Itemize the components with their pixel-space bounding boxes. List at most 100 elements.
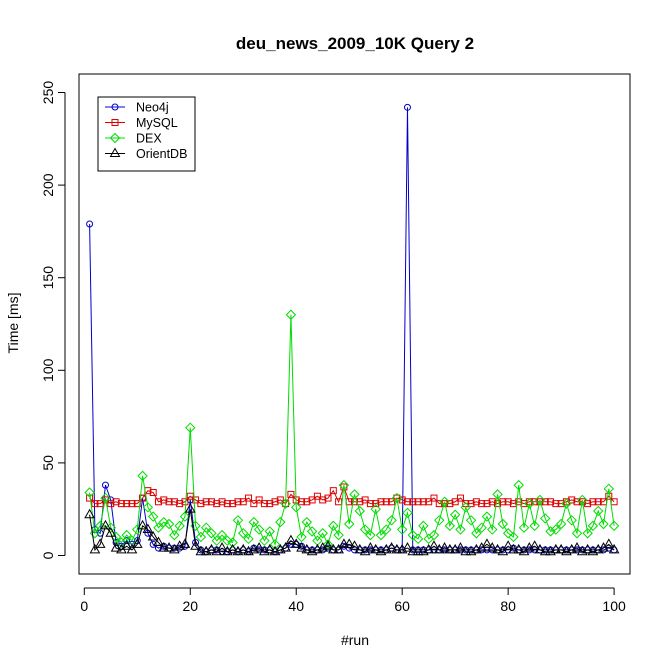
data-point-orientdb	[237, 543, 249, 554]
data-point-orientdb	[460, 545, 472, 556]
data-point-mysql	[91, 500, 99, 508]
chart-title: deu_news_2009_10K Query 2	[236, 34, 474, 53]
data-point-dex	[169, 529, 180, 541]
data-point-orientdb	[301, 543, 313, 554]
data-point-orientdb	[386, 542, 397, 552]
data-point-dex	[301, 516, 313, 528]
data-point-orientdb	[439, 542, 450, 552]
data-point-dex	[603, 483, 615, 495]
data-point-dex	[434, 515, 445, 526]
data-point-mysql	[467, 500, 475, 508]
data-point-orientdb	[190, 540, 201, 550]
data-point-mysql	[478, 500, 486, 508]
data-point-orientdb	[100, 519, 111, 530]
data-point-orientdb	[502, 540, 514, 550]
data-point-mysql	[255, 496, 263, 504]
data-point-orientdb	[216, 542, 228, 552]
data-point-mysql	[250, 500, 258, 508]
x-tick-label: 0	[80, 598, 88, 614]
y-axis: 0 50 100 150 200 250	[40, 81, 66, 559]
data-point-dex	[285, 309, 297, 320]
data-point-mysql	[488, 498, 496, 506]
data-point-dex	[163, 518, 175, 530]
data-point-neo4j	[112, 539, 120, 547]
data-point-orientdb	[131, 538, 143, 548]
data-point-mysql	[388, 498, 396, 506]
y-tick-label: 100	[40, 358, 56, 382]
data-point-dex	[158, 516, 169, 528]
data-point-orientdb	[290, 538, 302, 548]
data-point-dex	[291, 502, 302, 513]
data-point-mysql	[287, 490, 295, 498]
data-point-orientdb	[89, 543, 101, 554]
data-point-dex	[195, 531, 207, 543]
data-point-mysql	[303, 498, 311, 506]
data-point-dex	[174, 520, 185, 532]
data-point-dex	[529, 520, 540, 532]
data-point-mysql	[202, 498, 210, 506]
data-point-orientdb	[481, 538, 493, 548]
data-point-orientdb	[333, 543, 344, 554]
data-point-mysql	[366, 500, 374, 508]
data-point-dex	[243, 533, 254, 545]
data-point-mysql	[266, 500, 274, 508]
data-point-orientdb	[94, 538, 106, 548]
data-point-mysql	[207, 498, 215, 506]
data-point-mysql	[149, 489, 157, 497]
data-point-dex	[253, 524, 265, 535]
data-point-mysql	[128, 500, 136, 508]
data-point-dex	[116, 537, 127, 548]
data-point-dex	[534, 494, 546, 506]
x-tick-label: 60	[394, 598, 410, 614]
series-mysql	[86, 483, 618, 508]
data-point-mysql	[403, 498, 411, 506]
data-point-orientdb	[322, 540, 334, 550]
data-point-mysql	[223, 500, 231, 508]
x-tick-label: 100	[602, 598, 626, 614]
data-point-orientdb	[153, 536, 164, 547]
data-point-orientdb	[158, 542, 170, 552]
data-point-dex	[248, 516, 260, 528]
data-point-orientdb	[349, 540, 360, 550]
data-point-mysql	[245, 494, 253, 502]
data-point-mysql	[181, 498, 189, 506]
data-point-dex	[412, 533, 424, 545]
data-point-mysql	[584, 500, 592, 508]
data-point-dex	[153, 522, 164, 533]
data-point-orientdb	[603, 538, 615, 548]
data-point-dex	[375, 529, 387, 541]
legend-label-orientdb: OrientDB	[136, 147, 187, 161]
data-point-neo4j	[149, 540, 157, 548]
data-point-orientdb	[370, 543, 382, 554]
data-point-dex	[137, 470, 148, 482]
data-point-mysql	[324, 494, 332, 502]
data-point-dex	[571, 528, 583, 539]
data-point-orientdb	[163, 542, 175, 552]
data-point-dex	[222, 535, 233, 546]
data-point-mysql	[308, 496, 316, 504]
data-point-dex	[328, 520, 339, 532]
data-point-orientdb	[534, 543, 546, 554]
data-point-orientdb	[105, 527, 117, 537]
data-point-dex	[566, 515, 577, 526]
data-point-dex	[227, 537, 238, 548]
data-point-neo4j	[86, 220, 94, 228]
data-point-dex	[555, 518, 567, 530]
data-point-mysql	[170, 498, 178, 506]
data-point-dex	[487, 524, 498, 535]
data-point-dex	[471, 528, 482, 539]
data-point-dex	[269, 539, 281, 550]
data-point-dex	[587, 520, 599, 532]
data-point-mysql	[361, 496, 369, 504]
data-point-mysql	[504, 498, 512, 506]
data-point-orientdb	[84, 508, 95, 519]
data-point-mysql	[483, 500, 491, 508]
data-point-orientdb	[497, 545, 509, 556]
data-point-orientdb	[455, 542, 466, 552]
x-tick-label: 20	[182, 598, 198, 614]
legend-item-mysql: MySQL	[105, 116, 178, 130]
data-point-dex	[365, 529, 376, 541]
data-point-orientdb	[147, 530, 159, 541]
data-point-dex	[465, 515, 477, 526]
